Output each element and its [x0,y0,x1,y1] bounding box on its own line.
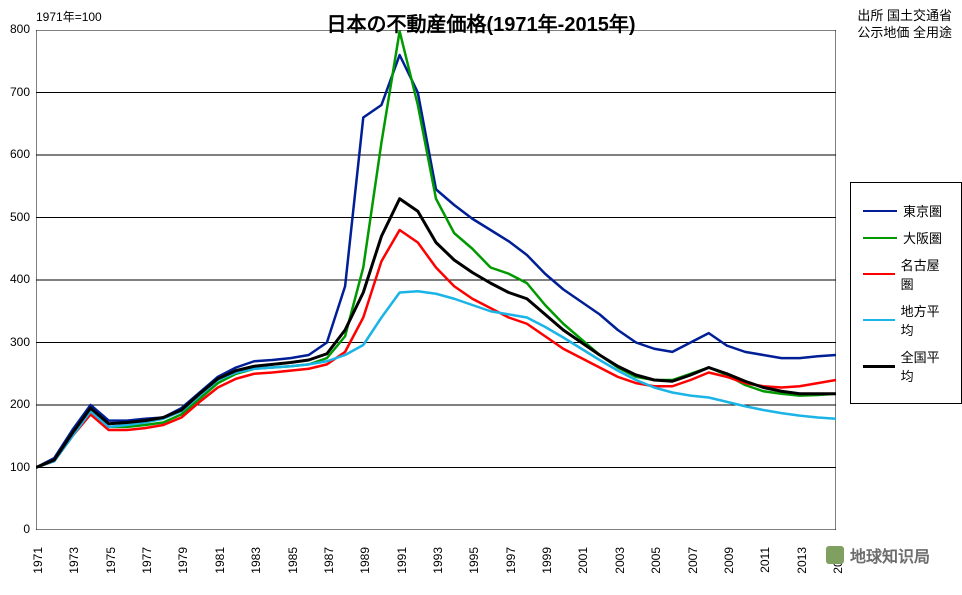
x-tick-label: 1987 [322,547,336,587]
note-left: 1971年=100 [36,8,102,25]
x-tick-label: 1989 [358,547,372,587]
x-tick-label: 1991 [395,547,409,587]
x-tick-label: 1985 [286,547,300,587]
x-tick-label: 2003 [613,547,627,587]
y-tick-label: 0 [23,522,30,536]
y-tick-label: 100 [10,460,30,474]
legend-label: 全国平均 [901,347,949,385]
source-line-1: 出所 国土交通省 [857,8,952,25]
x-tick-label: 1971 [31,547,45,587]
x-tick-label: 1973 [67,547,81,587]
x-tick-label: 2005 [649,547,663,587]
chart-container: 日本の不動産価格(1971年-2015年) 1971年=100 出所 国土交通省… [0,0,962,595]
watermark-text: 地球知识局 [850,543,930,567]
watermark-icon [826,546,844,564]
y-tick-label: 200 [10,397,30,411]
legend-line [863,237,897,239]
x-tick-label: 2013 [795,547,809,587]
legend-item: 全国平均 [863,347,949,385]
legend-label: 大阪圏 [903,228,942,247]
x-tick-label: 1977 [140,547,154,587]
watermark: 地球知识局 [826,543,930,567]
x-tick-label: 1979 [176,547,190,587]
x-tick-label: 2009 [722,547,736,587]
legend: 東京圏大阪圏名古屋圏地方平均全国平均 [850,182,962,404]
legend-line [863,365,895,368]
legend-item: 東京圏 [863,201,949,220]
x-tick-label: 1983 [249,547,263,587]
source-line-2: 公示地価 全用途 [857,25,952,42]
y-tick-label: 800 [10,22,30,36]
legend-label: 東京圏 [903,201,942,220]
legend-line [863,319,895,321]
legend-label: 地方平均 [901,301,949,339]
x-tick-label: 1997 [504,547,518,587]
y-tick-label: 400 [10,272,30,286]
y-tick-label: 700 [10,85,30,99]
y-tick-label: 600 [10,147,30,161]
x-tick-label: 2001 [576,547,590,587]
x-tick-label: 1975 [104,547,118,587]
legend-item: 名古屋圏 [863,255,949,293]
legend-line [863,210,897,212]
y-tick-label: 300 [10,335,30,349]
x-tick-label: 1995 [467,547,481,587]
x-tick-label: 1999 [540,547,554,587]
x-tick-label: 1993 [431,547,445,587]
legend-item: 大阪圏 [863,228,949,247]
legend-label: 名古屋圏 [901,255,949,293]
note-right: 出所 国土交通省 公示地価 全用途 [857,8,952,42]
x-tick-label: 2011 [758,547,772,587]
legend-item: 地方平均 [863,301,949,339]
legend-line [863,273,895,275]
x-tick-label: 2007 [686,547,700,587]
y-tick-label: 500 [10,210,30,224]
chart-plot [36,30,836,530]
x-tick-label: 1981 [213,547,227,587]
